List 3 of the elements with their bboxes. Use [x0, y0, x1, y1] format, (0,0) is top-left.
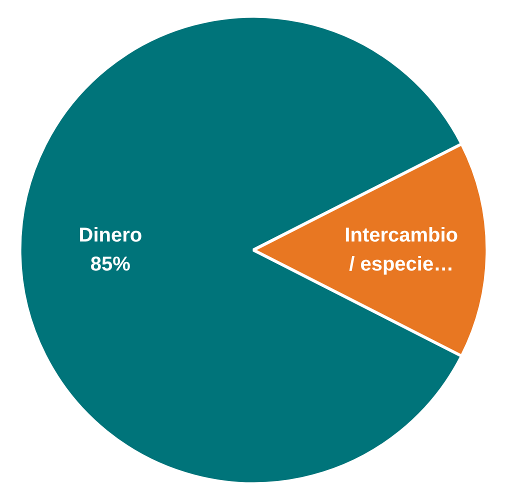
data-label: 85%: [90, 253, 131, 276]
slice-label: Intercambio / especie…: [344, 224, 458, 276]
slice-label: Dinero: [78, 224, 142, 247]
